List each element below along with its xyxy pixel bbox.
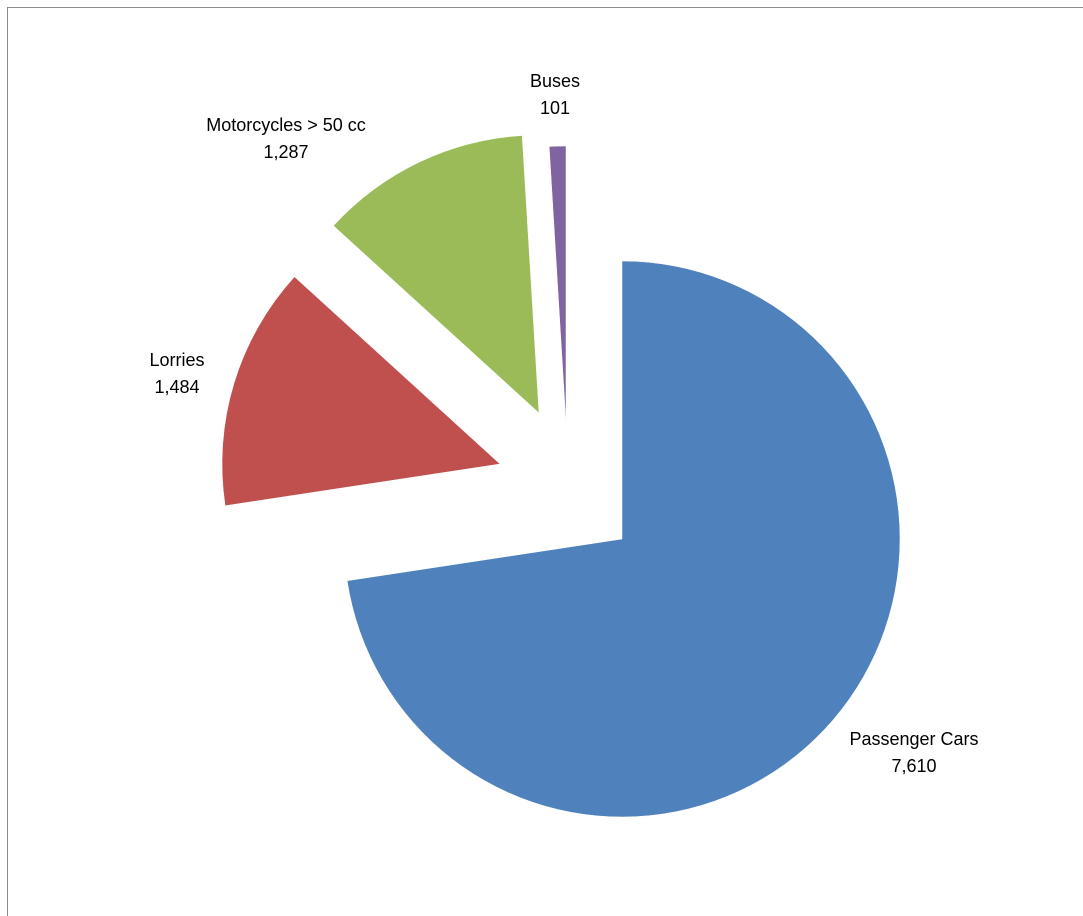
pie-slices: [221, 135, 901, 818]
slice-label-value: 101: [540, 98, 570, 118]
slice-label-value: 1,484: [154, 377, 199, 397]
slice-label-value: 7,610: [891, 756, 936, 776]
pie-slice-lorries: [221, 276, 501, 507]
slice-label-name: Buses: [530, 71, 580, 91]
pie-slice-motorcycles-50-cc: [333, 135, 540, 414]
slice-label-name: Passenger Cars: [849, 729, 978, 749]
slice-label-value: 1,287: [263, 142, 308, 162]
slice-label-name: Lorries: [149, 350, 204, 370]
pie-slice-buses: [548, 145, 567, 425]
slice-labels: Passenger Cars 7,610 Lorries 1,484 Motorcycl…: [149, 71, 978, 776]
slice-label-name: Motorcycles > 50 cc: [206, 115, 366, 135]
pie-slice-passenger-cars: [346, 260, 901, 818]
